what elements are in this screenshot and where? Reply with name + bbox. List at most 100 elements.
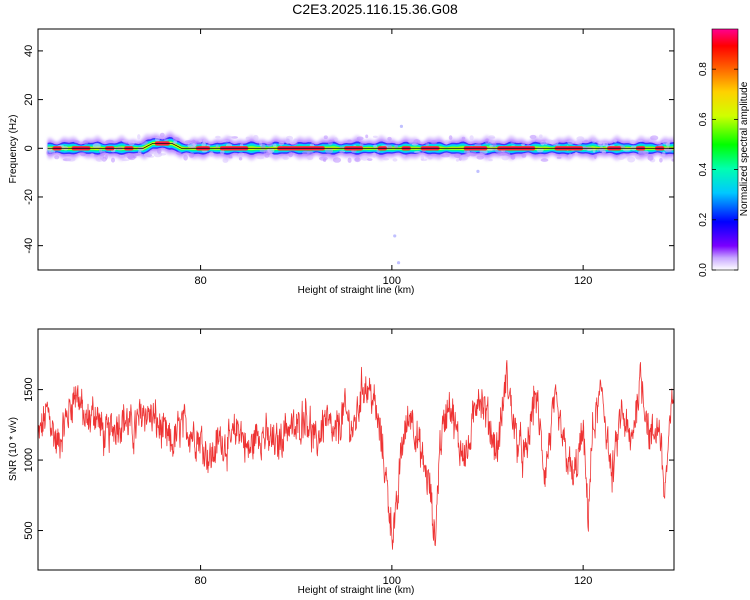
spectrogram-speckle bbox=[567, 140, 575, 145]
spectrogram-speckle bbox=[627, 156, 636, 163]
spectrogram-x-tick-label: 100 bbox=[383, 275, 401, 287]
spectrogram-speckle bbox=[198, 139, 203, 143]
spectrogram-speckle bbox=[459, 155, 469, 161]
spectrogram-speckle bbox=[521, 153, 527, 158]
spectrogram-speckle bbox=[461, 136, 466, 140]
spectrogram-speckle bbox=[647, 155, 654, 161]
spectrogram-speckle bbox=[587, 148, 593, 151]
spectrogram-speckle bbox=[256, 156, 265, 160]
spectrogram-outlier bbox=[399, 124, 404, 128]
spectrogram-speckle bbox=[90, 153, 95, 158]
spectrogram-speckle bbox=[492, 142, 497, 148]
spectrogram-y-label: Frequency (Hz) bbox=[8, 115, 19, 184]
spectrogram-speckle bbox=[394, 144, 398, 149]
colorbar-tick-label: 0.0 bbox=[698, 263, 709, 277]
spectrogram-speckle bbox=[271, 154, 281, 159]
spectrogram-speckle bbox=[413, 150, 421, 154]
spectrogram-y-axis: -40 -20 0 20 40 bbox=[23, 45, 674, 254]
spectrogram-speckle bbox=[425, 142, 430, 147]
spectrogram-speckle bbox=[474, 143, 482, 147]
snr-y-label: SNR (10 * v/v) bbox=[8, 417, 19, 481]
spectrogram-speckle bbox=[469, 135, 474, 141]
spectrogram-speckle bbox=[156, 148, 162, 154]
spectrogram-speckle bbox=[448, 135, 453, 140]
spectrogram-y-tick-label: -20 bbox=[23, 189, 35, 205]
spectrogram-speckle bbox=[95, 156, 104, 162]
snr-x-tick-label: 100 bbox=[383, 575, 401, 587]
spectrogram-speckle bbox=[613, 139, 617, 143]
spectrogram-speckle bbox=[140, 140, 148, 145]
spectrogram-speckle bbox=[126, 153, 135, 160]
spectrogram-speckle bbox=[455, 158, 460, 162]
spectrogram-speckle bbox=[383, 157, 389, 161]
spectrogram-speckle bbox=[372, 135, 378, 138]
spectrogram-frame bbox=[37, 28, 675, 271]
spectrogram-panel: 80 100 120 -40 -20 0 20 40 Height of straight … bbox=[8, 28, 675, 296]
spectrogram-speckle bbox=[532, 135, 536, 141]
spectrogram-speckle bbox=[387, 136, 392, 141]
spectrogram-speckle bbox=[630, 139, 636, 144]
spectrogram-speckle bbox=[281, 155, 288, 159]
spectrogram-speckle bbox=[510, 154, 516, 160]
spectrogram-speckle bbox=[128, 139, 135, 146]
spectrogram-outlier bbox=[393, 234, 397, 238]
spectrogram-speckle bbox=[420, 155, 424, 161]
spectrogram-speckle bbox=[497, 151, 507, 156]
spectrogram-speckle bbox=[183, 154, 188, 161]
snr-y-tick-label: 1000 bbox=[23, 448, 35, 472]
spectrogram-speckle bbox=[584, 139, 588, 142]
spectrogram-x-tick-label: 120 bbox=[574, 275, 592, 287]
spectrogram-speckle bbox=[441, 154, 450, 158]
spectrogram-speckle bbox=[222, 158, 229, 163]
spectrogram-speckle bbox=[592, 147, 596, 153]
spectrogram-speckle bbox=[365, 134, 369, 139]
spectrogram-speckle bbox=[137, 134, 141, 140]
spectrogram-speckle bbox=[576, 136, 585, 142]
spectrogram-speckle bbox=[264, 153, 270, 158]
spectrogram-speckle bbox=[306, 150, 314, 155]
spectrogram-speckle bbox=[601, 150, 607, 154]
spectrogram-speckle bbox=[327, 139, 333, 146]
snr-plot-area bbox=[38, 329, 674, 570]
colorbar-frame bbox=[711, 28, 739, 271]
spectrogram-speckle bbox=[215, 135, 221, 139]
spectrogram-speckle bbox=[105, 139, 114, 144]
spectrogram-speckle bbox=[62, 154, 72, 156]
snr-series-line bbox=[38, 360, 674, 550]
spectrogram-speckle bbox=[187, 142, 196, 149]
spectrogram-speckle bbox=[273, 143, 277, 148]
spectrogram-speckle bbox=[121, 159, 130, 162]
spectrogram-ridge-line bbox=[47, 142, 674, 149]
spectrogram-speckle bbox=[245, 136, 250, 140]
figure-title: C2E3.2025.116.15.36.G08 bbox=[292, 1, 458, 17]
colorbar-label: Normalized spectral amplitude bbox=[739, 81, 750, 216]
spectrogram-speckle bbox=[159, 132, 165, 138]
spectrogram-speckle bbox=[539, 134, 543, 139]
spectrogram-outlier bbox=[476, 169, 480, 174]
spectrogram-heatmap bbox=[46, 124, 674, 265]
spectrogram-y-tick-label: 40 bbox=[23, 45, 35, 57]
spectrogram-speckle bbox=[468, 151, 477, 157]
spectrogram-speckle bbox=[215, 144, 219, 148]
spectrogram-speckle bbox=[574, 152, 578, 156]
snr-y-tick-label: 500 bbox=[23, 521, 35, 539]
spectrogram-speckle bbox=[253, 134, 259, 141]
colorbar-tick-label: 0.6 bbox=[698, 112, 709, 126]
spectrogram-speckle bbox=[476, 155, 484, 160]
spectrogram-speckle bbox=[82, 140, 89, 145]
spectrogram-speckle bbox=[133, 154, 137, 159]
spectrogram-speckle bbox=[278, 141, 285, 146]
spectrogram-speckle bbox=[172, 137, 180, 142]
spectrogram-x-tick-label: 80 bbox=[194, 275, 206, 287]
spectrogram-speckle bbox=[664, 147, 674, 153]
spectrogram-speckle bbox=[46, 150, 52, 156]
spectrogram-speckle bbox=[486, 148, 494, 152]
spectrogram-speckle bbox=[155, 136, 160, 142]
spectrogram-speckle bbox=[306, 155, 314, 160]
spectrogram-speckle bbox=[184, 140, 192, 143]
spectrogram-speckle bbox=[413, 139, 421, 145]
spectrogram-speckle bbox=[492, 148, 497, 151]
spectrogram-speckle bbox=[73, 140, 80, 144]
spectrogram-speckle bbox=[489, 144, 493, 148]
spectrogram-speckle bbox=[54, 155, 60, 160]
